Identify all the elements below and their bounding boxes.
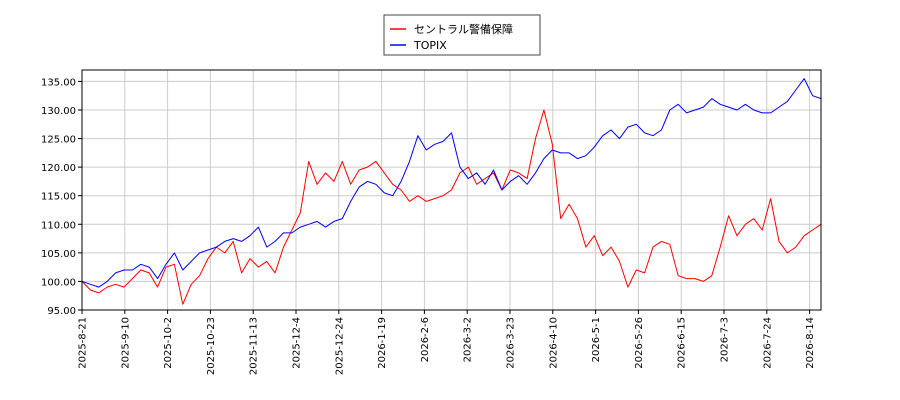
y-tick-label: 130.00 <box>41 106 76 117</box>
y-tick-label: 135.00 <box>41 77 76 88</box>
y-tick-label: 105.00 <box>41 249 76 260</box>
x-tick-label: 2026-2-6 <box>420 317 431 362</box>
x-tick-label: 2026-5-1 <box>591 317 602 362</box>
x-tick-label: 2026-1-19 <box>377 317 388 369</box>
y-tick-label: 125.00 <box>41 135 76 146</box>
legend-label-topix: TOPIX <box>413 39 447 52</box>
x-tick-label: 2026-7-3 <box>720 317 731 362</box>
series-line-topix <box>81 78 822 288</box>
x-tick-label: 2026-4-10 <box>548 317 559 369</box>
series-line-central <box>81 109 822 305</box>
x-tick-label: 2025-10-2 <box>163 317 174 369</box>
y-tick-label: 110.00 <box>41 220 76 231</box>
y-tick-label: 115.00 <box>41 192 76 203</box>
x-tick-label: 2025-12-24 <box>334 317 345 375</box>
y-tick-label: 120.00 <box>41 163 76 174</box>
legend-label-central: セントラル警備保障 <box>414 22 513 36</box>
x-tick-label: 2026-3-2 <box>463 317 474 362</box>
y-tick-label: 95.00 <box>47 306 76 317</box>
y-tick-label: 100.00 <box>41 277 76 288</box>
x-tick-label: 2026-5-26 <box>634 317 645 369</box>
legend-box <box>383 14 541 56</box>
x-tick-label: 2026-3-23 <box>506 317 517 369</box>
x-tick-label: 2025-11-13 <box>249 317 260 375</box>
x-tick-label: 2025-12-4 <box>292 317 303 369</box>
x-tick-label: 2026-8-14 <box>805 317 816 369</box>
series-layer <box>81 78 822 305</box>
x-tick-label: 2025-9-10 <box>120 317 131 369</box>
x-tick-label: 2026-7-24 <box>762 317 773 369</box>
plot-area-frame <box>81 69 822 311</box>
axis-layer: 95.00 100.00 105.00 110.00 115.00 120.00 125.0… <box>41 77 816 375</box>
x-tick-label: 2025-10-23 <box>206 317 217 375</box>
x-tick-label: 2025-8-21 <box>78 317 89 369</box>
x-tick-label: 2026-6-15 <box>677 317 688 369</box>
legend: セントラル警備保障 TOPIX <box>383 14 541 56</box>
